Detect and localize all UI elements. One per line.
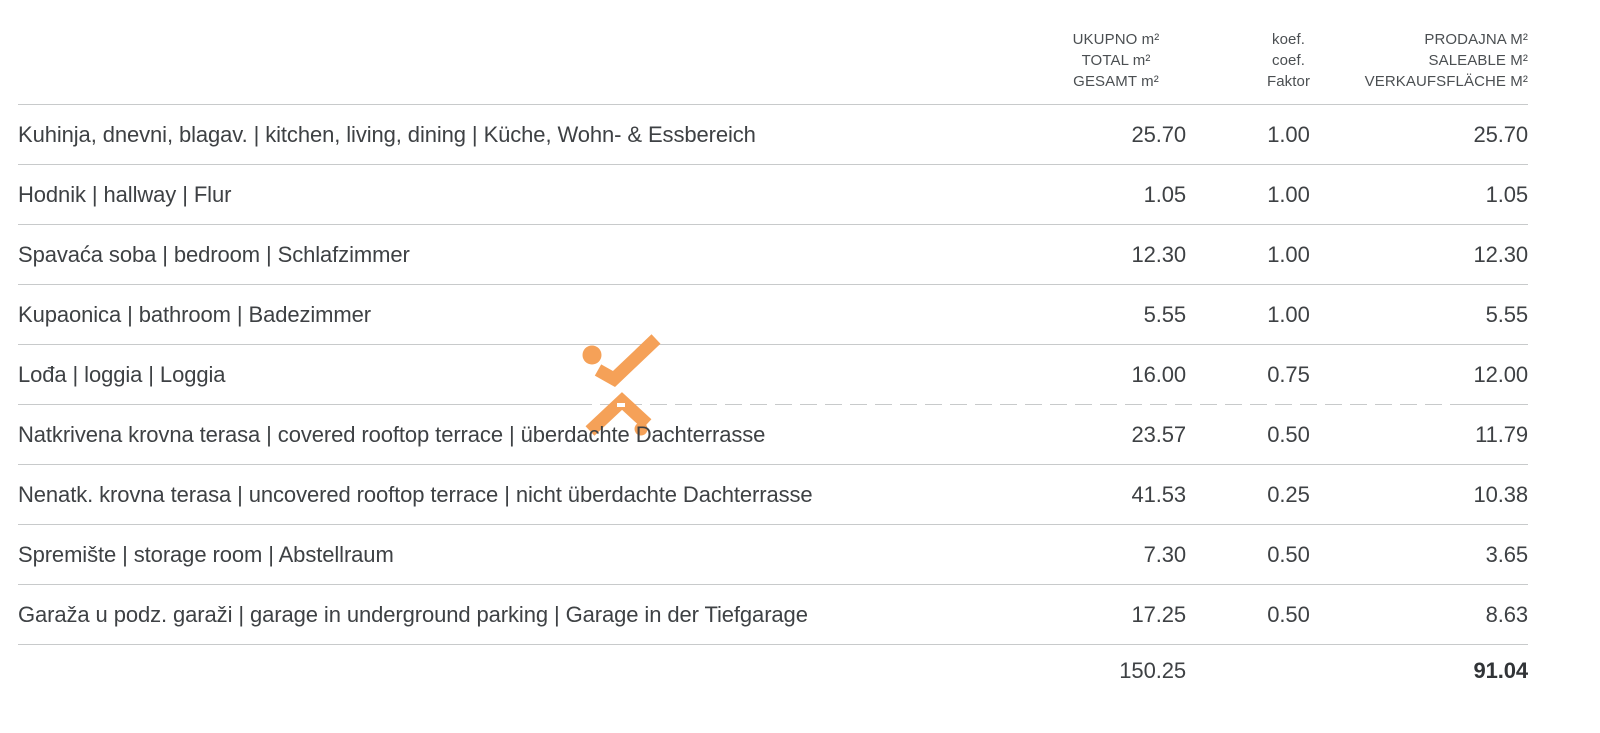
header-coefficient: koef. coef. Faktor: [1186, 29, 1336, 92]
grand-saleable-m2: 91.04: [1473, 658, 1528, 683]
room-name: Natkrivena krovna terasa | covered rooft…: [18, 421, 766, 447]
header-total-line-en: TOTAL m²: [1081, 52, 1151, 69]
header-coef-line-en: coef.: [1271, 52, 1306, 69]
total-m2-value: 1.05: [1143, 181, 1187, 207]
table-row-kitchen-living-dining: Kuhinja, dnevni, blagav. | kitchen, livi…: [18, 105, 1528, 165]
total-m2-value: 12.30: [1131, 241, 1186, 267]
coefficient-value: 1.00: [1267, 301, 1310, 327]
header-total-m2: UKUPNO m² TOTAL m² GESAMT m²: [1046, 29, 1186, 92]
saleable-m2-value: 3.65: [1485, 541, 1529, 567]
total-m2-value: 16.00: [1131, 361, 1186, 387]
table-row-bathroom: Kupaonica | bathroom | Badezimmer 5.55 1…: [18, 285, 1528, 345]
total-m2-value: 25.70: [1131, 121, 1186, 147]
header-saleable-line-de: VERKAUFSFLÄCHE M²: [1364, 73, 1528, 90]
room-name: Kupaonica | bathroom | Badezimmer: [18, 301, 371, 327]
grand-total-m2: 150.25: [1119, 658, 1186, 683]
table-totals-row: 150.25 91.04: [18, 645, 1528, 723]
saleable-m2-value: 5.55: [1485, 301, 1529, 327]
coefficient-value: 0.75: [1267, 361, 1310, 387]
coefficient-value: 1.00: [1267, 181, 1310, 207]
saleable-m2-value: 1.05: [1485, 181, 1529, 207]
saleable-m2-value: 25.70: [1473, 121, 1528, 147]
saleable-m2-value: 11.79: [1475, 421, 1528, 447]
room-name: Kuhinja, dnevni, blagav. | kitchen, livi…: [18, 121, 756, 147]
table-row-storage-room: Spremište | storage room | Abstellraum 7…: [18, 525, 1528, 585]
header-total-line-hr: UKUPNO m²: [1072, 31, 1160, 48]
table-row-garage: Garaža u podz. garaži | garage in underg…: [18, 585, 1528, 645]
table-row-loggia: Lođa | loggia | Loggia 16.00 0.75 12.00: [18, 345, 1528, 405]
total-m2-value: 5.55: [1143, 301, 1187, 327]
header-saleable-line-hr: PRODAJNA M²: [1424, 31, 1528, 48]
room-name: Hodnik | hallway | Flur: [18, 181, 232, 207]
saleable-m2-value: 12.00: [1473, 361, 1528, 387]
coefficient-value: 1.00: [1267, 121, 1310, 147]
table-row-bedroom: Spavaća soba | bedroom | Schlafzimmer 12…: [18, 225, 1528, 285]
saleable-m2-value: 8.63: [1485, 601, 1529, 627]
saleable-m2-value: 12.30: [1473, 241, 1528, 267]
total-m2-value: 23.57: [1131, 421, 1186, 447]
total-m2-value: 17.25: [1131, 601, 1186, 627]
table-row-covered-rooftop-terrace: Natkrivena krovna terasa | covered rooft…: [18, 405, 1528, 465]
table-row-hallway: Hodnik | hallway | Flur 1.05 1.00 1.05: [18, 165, 1528, 225]
room-name: Lođa | loggia | Loggia: [18, 361, 226, 387]
room-name: Spavaća soba | bedroom | Schlafzimmer: [18, 241, 410, 267]
table-row-uncovered-rooftop-terrace: Nenatk. krovna terasa | uncovered roofto…: [18, 465, 1528, 525]
total-m2-value: 7.30: [1143, 541, 1187, 567]
room-name: Nenatk. krovna terasa | uncovered roofto…: [18, 481, 813, 507]
room-area-table: UKUPNO m² TOTAL m² GESAMT m² koef. coef.…: [18, 0, 1528, 723]
coefficient-value: 0.50: [1267, 601, 1310, 627]
room-name: Garaža u podz. garaži | garage in underg…: [18, 601, 808, 627]
header-coef-line-de: Faktor: [1266, 73, 1311, 90]
header-coef-line-hr: koef.: [1271, 31, 1306, 48]
coefficient-value: 0.50: [1267, 541, 1310, 567]
header-saleable-m2: PRODAJNA M² SALEABLE M² VERKAUFSFLÄCHE M…: [1336, 29, 1528, 92]
coefficient-value: 0.50: [1267, 421, 1310, 447]
room-name: Spremište | storage room | Abstellraum: [18, 541, 394, 567]
header-saleable-line-en: SALEABLE M²: [1428, 52, 1528, 69]
header-total-line-de: GESAMT m²: [1073, 73, 1159, 90]
table-header-row: UKUPNO m² TOTAL m² GESAMT m² koef. coef.…: [18, 0, 1528, 105]
coefficient-value: 0.25: [1267, 481, 1310, 507]
total-m2-value: 41.53: [1131, 481, 1186, 507]
coefficient-value: 1.00: [1267, 241, 1310, 267]
saleable-m2-value: 10.38: [1473, 481, 1528, 507]
